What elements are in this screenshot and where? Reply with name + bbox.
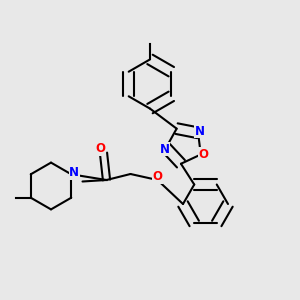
- Text: O: O: [152, 170, 163, 184]
- Text: N: N: [69, 166, 79, 179]
- Text: N: N: [160, 143, 170, 156]
- Text: N: N: [195, 125, 205, 138]
- Text: O: O: [198, 148, 208, 161]
- Text: O: O: [95, 142, 106, 155]
